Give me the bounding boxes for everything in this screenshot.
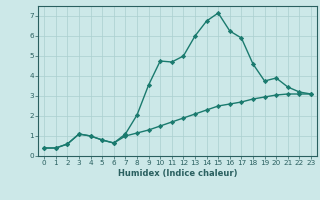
X-axis label: Humidex (Indice chaleur): Humidex (Indice chaleur)	[118, 169, 237, 178]
